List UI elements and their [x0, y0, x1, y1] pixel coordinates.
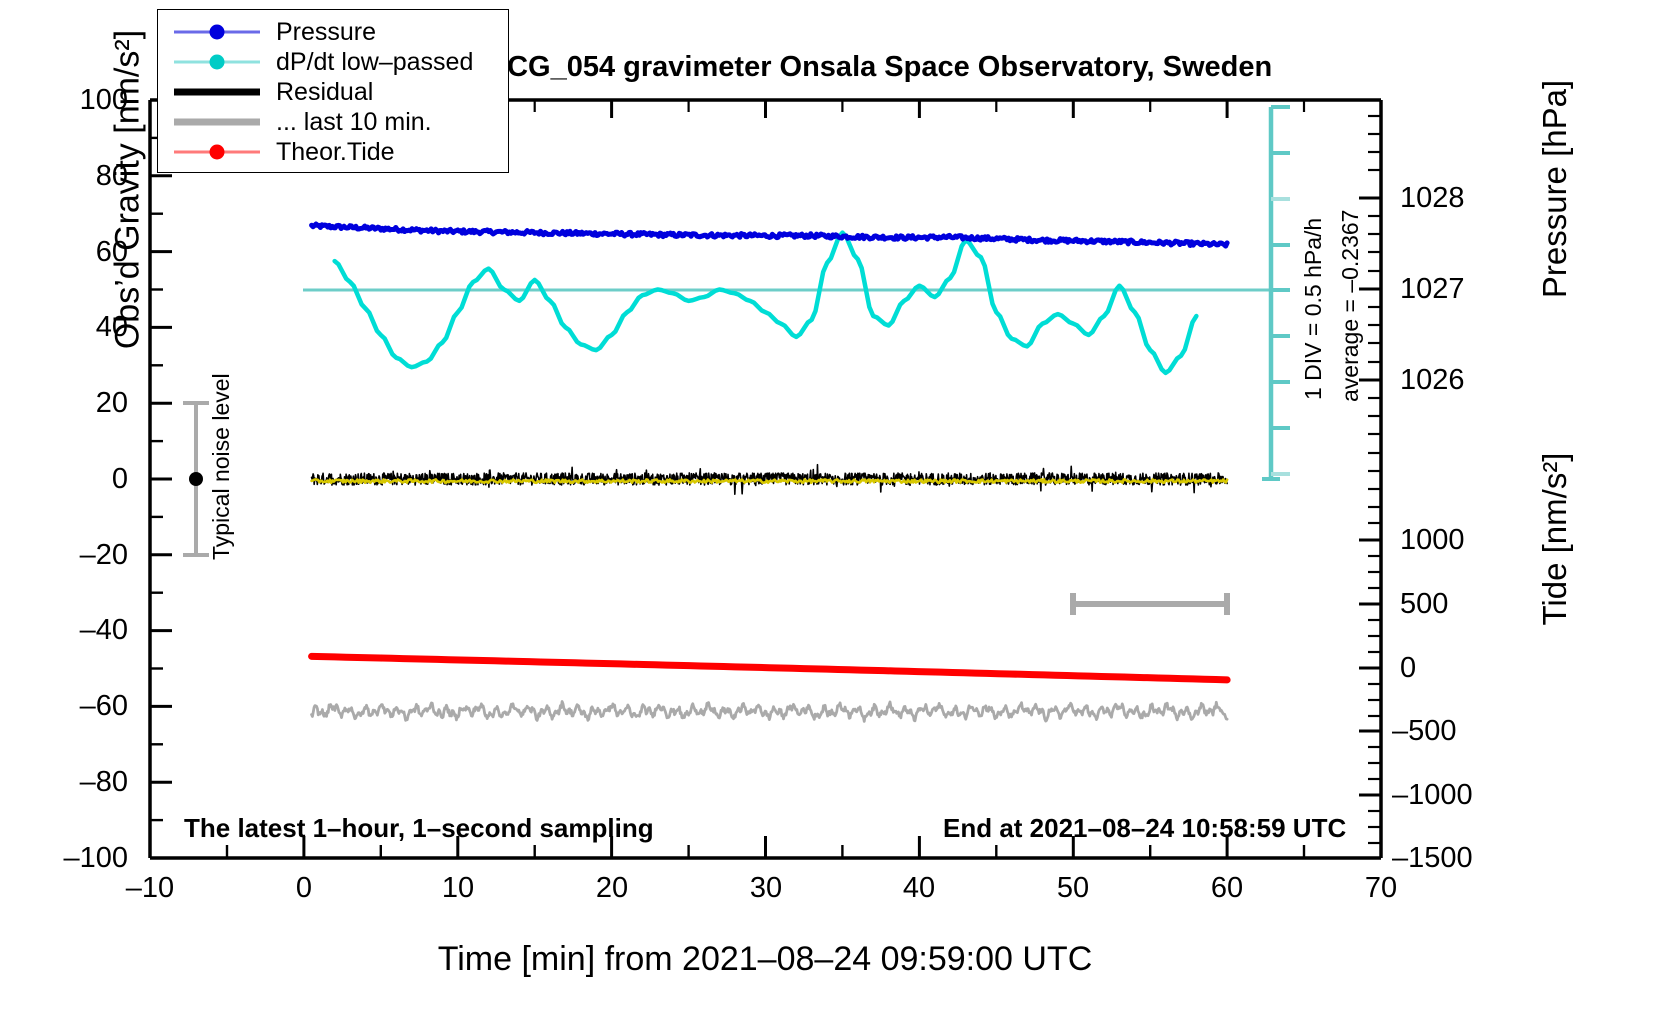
noise-level-errorbar: [183, 401, 209, 557]
xtick-8: 70: [1364, 872, 1398, 904]
ytick-tide-0: 1000: [1400, 524, 1465, 556]
ytick-left-4: 20: [95, 387, 128, 419]
ytick-tide-2: 0: [1400, 652, 1417, 684]
xtick-1: 0: [295, 872, 313, 904]
trace-last-10-min: [310, 700, 1229, 723]
y-axis-left-minor-ticks: [150, 136, 163, 822]
ytick-pressure-2: 1026: [1400, 364, 1465, 396]
y-axis-right-pressure-ticks: [1359, 196, 1381, 382]
xtick-6: 50: [1056, 872, 1090, 904]
legend-swatch-pressure: [174, 21, 260, 43]
trace-pressure: [309, 221, 1230, 249]
ytick-tide-5: –1500: [1392, 842, 1473, 874]
y-axis-right-pressure-minor-ticks: [1368, 114, 1381, 491]
data-trace-layer: [308, 221, 1231, 723]
legend-label-last10: ... last 10 min.: [276, 107, 432, 136]
legend-swatch-last10: [174, 111, 260, 133]
x-axis-top-ticks: [302, 100, 1229, 118]
legend-item-pressure[interactable]: Pressure: [158, 17, 508, 47]
legend: Pressure dP/dt low–passed Residual ... l…: [157, 9, 509, 173]
legend-label-pressure: Pressure: [276, 17, 377, 46]
legend-label-dpdt: dP/dt low–passed: [276, 47, 474, 76]
ytick-pressure-1: 1027: [1400, 273, 1465, 305]
legend-swatch-tide: [174, 141, 260, 163]
legend-label-residual: Residual: [276, 77, 374, 106]
xtick-5: 40: [902, 872, 936, 904]
last-10-min-bar: [1070, 593, 1230, 615]
ytick-left-2: 60: [95, 236, 128, 268]
page-title: SCG_054 gravimeter Onsala Space Observat…: [487, 51, 1273, 83]
noise-level-annotation: Typical noise level: [208, 373, 234, 560]
xtick-0: –10: [125, 872, 175, 904]
trace-residual: [310, 463, 1228, 496]
legend-item-dpdt[interactable]: dP/dt low–passed: [158, 47, 508, 77]
ytick-left-10: –100: [63, 842, 128, 874]
ytick-left-7: –40: [79, 614, 128, 646]
legend-swatch-dpdt: [174, 51, 260, 73]
ytick-left-5: 0: [111, 463, 128, 495]
xtick-3: 20: [595, 872, 629, 904]
ytick-left-1: 80: [95, 160, 128, 192]
ytick-left-6: –20: [79, 539, 128, 571]
dpdt-scale-bar: [1262, 105, 1290, 481]
ytick-left-0: 100: [79, 84, 128, 116]
xtick-7: 60: [1210, 872, 1244, 904]
x-axis-ticks: [148, 836, 1383, 858]
ytick-tide-1: 500: [1400, 588, 1449, 620]
legend-swatch-residual: [174, 81, 260, 103]
y-axis-right-tide-minor-ticks: [1368, 505, 1381, 845]
y-axis-right-tide-ticks: [1359, 538, 1381, 860]
ytick-left-3: 40: [95, 311, 128, 343]
legend-item-tide[interactable]: Theor.Tide: [158, 137, 508, 167]
x-axis-label: Time [min] from 2021–08–24 09:59:00 UTC: [437, 940, 1093, 978]
end-time-note: End at 2021–08–24 10:58:59 UTC: [943, 813, 1347, 843]
x-axis-minor-ticks: [225, 845, 1306, 858]
xtick-4: 30: [749, 872, 783, 904]
ytick-tide-4: –1000: [1392, 779, 1473, 811]
trace-dpdt: [332, 230, 1199, 376]
trace-theor-tide: [308, 652, 1231, 684]
div-scale-annotation: 1 DIV = 0.5 hPa/h: [1300, 217, 1326, 400]
sampling-note: The latest 1–hour, 1–second sampling: [184, 813, 654, 843]
legend-item-last10[interactable]: ... last 10 min.: [158, 107, 508, 137]
trace-residual-overlay: [310, 478, 1229, 485]
ytick-tide-3: –500: [1392, 715, 1457, 747]
y-axis-left-label: Obs’d Gravity [nm/s²]: [108, 29, 147, 350]
ytick-left-8: –60: [79, 690, 128, 722]
legend-label-tide: Theor.Tide: [276, 137, 395, 166]
ytick-left-9: –80: [79, 766, 128, 798]
average-annotation: average = –0.2367: [1337, 209, 1363, 402]
ytick-pressure-0: 1028: [1400, 182, 1465, 214]
legend-item-residual[interactable]: Residual: [158, 77, 508, 107]
xtick-2: 10: [441, 872, 475, 904]
y-axis-right-tide-label: Tide [nm/s²]: [1536, 452, 1573, 626]
